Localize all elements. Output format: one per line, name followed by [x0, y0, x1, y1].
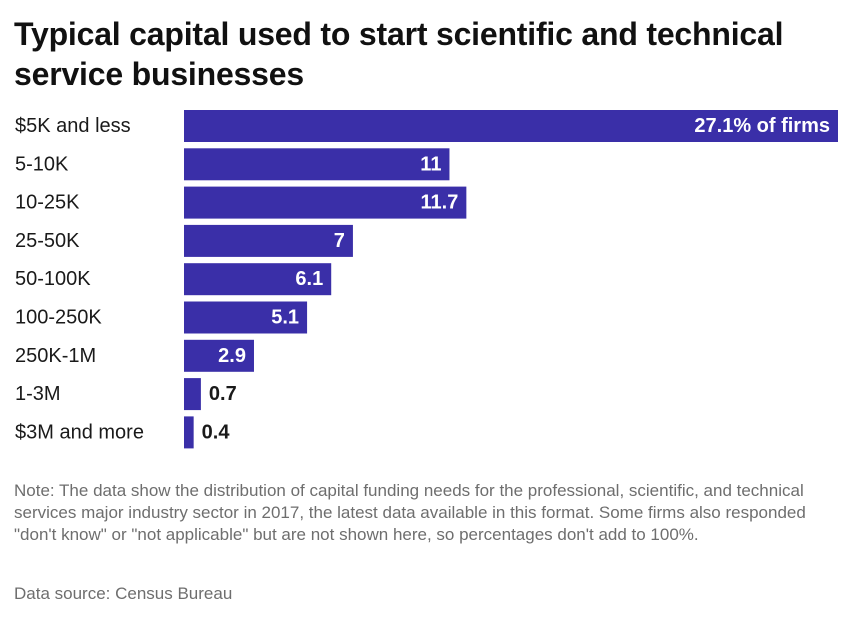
value-label: 5.1 — [271, 307, 299, 329]
value-label: 27.1% of firms — [694, 115, 830, 137]
value-label: 0.7 — [209, 383, 237, 405]
value-label: 7 — [334, 230, 345, 252]
bar — [184, 186, 467, 219]
bar — [184, 263, 332, 296]
value-label: 2.9 — [218, 345, 246, 367]
value-label: 11 — [420, 153, 441, 175]
value-label: 11.7 — [421, 192, 459, 214]
value-label: 6.1 — [295, 268, 323, 290]
category-label: 25-50K — [15, 230, 80, 252]
bar — [184, 224, 353, 257]
value-label: 0.4 — [202, 421, 231, 443]
bar — [184, 339, 254, 372]
bar — [184, 301, 308, 334]
bar — [184, 110, 838, 142]
category-label: $3M and more — [15, 421, 144, 443]
bar — [184, 148, 450, 181]
bar — [184, 416, 194, 449]
category-label: 10-25K — [15, 192, 80, 214]
bar — [184, 378, 201, 411]
data-source: Data source: Census Bureau — [14, 584, 233, 603]
category-label: 50-100K — [15, 268, 91, 290]
chart-title: Typical capital used to start scientific… — [14, 16, 784, 92]
category-label: 5-10K — [15, 153, 69, 175]
bar-chart: $5K and less 27.1% of firms 5-10K 11 10-25K 1… — [15, 110, 838, 449]
category-label: 1-3M — [15, 383, 61, 405]
category-label: $5K and less — [15, 115, 131, 137]
chart-note: Note: The data show the distribution of … — [14, 481, 806, 544]
category-label: 250K-1M — [15, 345, 96, 367]
category-label: 100-250K — [15, 307, 102, 329]
